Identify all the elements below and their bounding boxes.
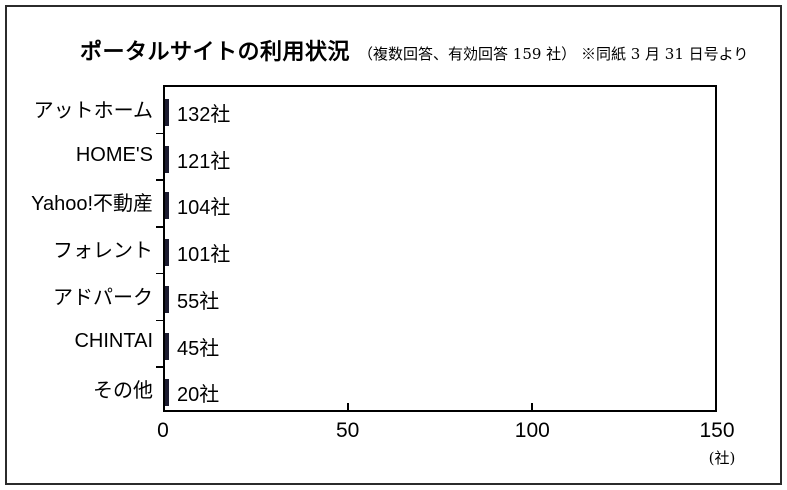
x-axis-tick [347,403,350,410]
y-axis-minor-tick [156,226,163,228]
x-axis-tick-label: 100 [514,419,550,442]
bar-row: 45社 [165,332,220,360]
category-label: アドパーク [53,286,153,309]
bar [165,332,169,360]
category-label-row: アットホーム [10,85,153,132]
bar-row: 101社 [165,239,231,267]
bar [165,379,169,407]
category-label: その他 [93,380,153,403]
bar [165,145,169,173]
category-label-row: アドパーク [10,272,153,319]
chart-title-annotation: （複数回答、有効回答 159 社） ※同紙 3 月 31 日号より [358,45,749,63]
bar-value-label: 55社 [177,290,220,313]
bar-value-label: 104社 [177,197,231,220]
chart-title: ポータルサイトの利用状況 （複数回答、有効回答 159 社） ※同紙 3 月 3… [80,34,748,66]
bar [165,99,169,126]
y-axis-minor-tick [156,179,163,182]
category-label: CHINTAI [74,330,153,353]
x-axis-tick-label: 0 [157,419,169,442]
bar [165,285,169,313]
x-axis-tick-label: 150 [699,419,735,442]
bar-value-label: 121社 [177,150,231,173]
category-label: フォレント [53,239,153,262]
bar-value-label: 132社 [177,104,231,126]
bar-row: 121社 [165,145,231,173]
bar-row: 20社 [165,379,220,407]
plot-area: 132社 121社 104社 101社 55社 45社 20社 [156,85,717,412]
x-axis-tick-label: 50 [335,419,360,442]
category-label-row: フォレント [10,225,153,272]
x-axis-unit-label: (社) [708,449,736,467]
bar-value-label: 20社 [177,384,220,407]
category-label: HOME'S [75,143,153,166]
bar-row: 132社 [165,99,230,126]
category-label: アットホーム [33,99,153,122]
y-axis-minor-tick [156,132,163,135]
bar-row: 55社 [165,285,220,313]
chart-title-main: ポータルサイトの利用状況 [80,39,351,64]
category-label-row: その他 [10,365,153,412]
bar-row: 104社 [165,192,231,220]
category-label: Yahoo!不動産 [31,193,153,216]
bar [165,192,169,220]
bar-value-label: 101社 [177,244,231,267]
x-axis-tick [530,403,533,410]
category-label-row: CHINTAI [10,319,153,366]
bar-value-label: 45社 [177,337,220,360]
y-axis-minor-tick [156,366,163,368]
y-axis-minor-tick [156,319,163,322]
bar [165,239,169,267]
y-axis-labels: アットホーム HOME'S Yahoo!不動産フォレントアドパーク CHINTAI その… [10,85,153,412]
category-label-row: HOME'S [10,132,153,179]
category-label-row: Yahoo!不動産 [10,178,153,225]
y-axis-minor-tick [156,272,163,275]
